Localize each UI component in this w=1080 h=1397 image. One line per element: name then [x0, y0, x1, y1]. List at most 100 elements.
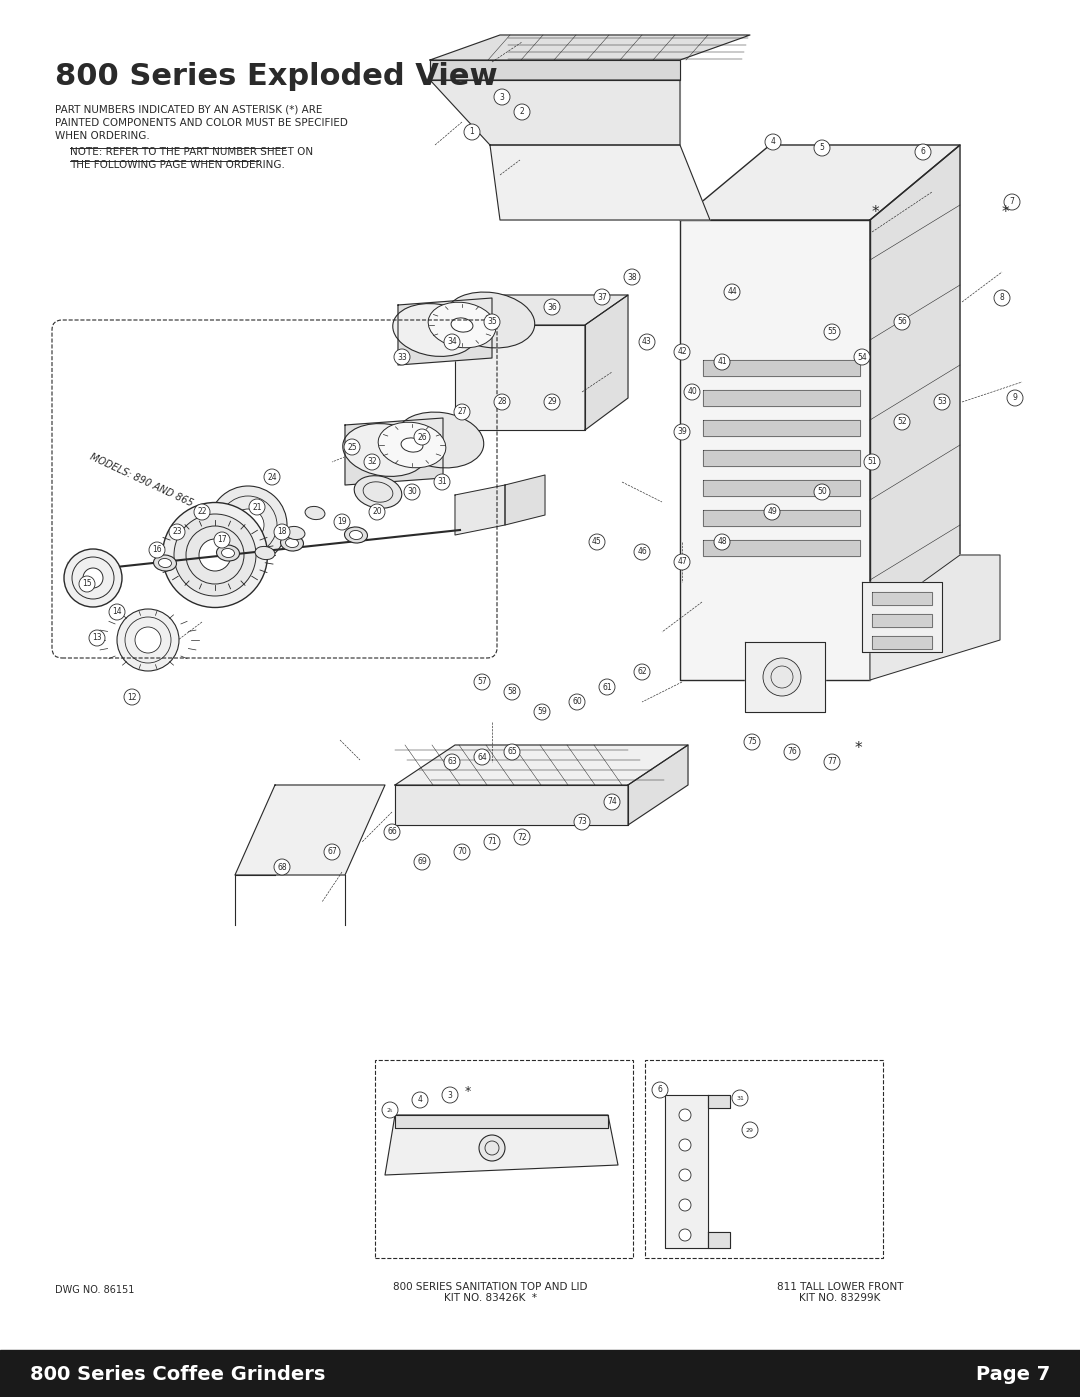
Circle shape	[89, 630, 105, 645]
Text: 4: 4	[418, 1095, 422, 1105]
Text: 74: 74	[607, 798, 617, 806]
Polygon shape	[395, 1115, 608, 1127]
Circle shape	[765, 134, 781, 149]
Text: 63: 63	[447, 757, 457, 767]
Ellipse shape	[216, 545, 240, 562]
Ellipse shape	[378, 422, 446, 468]
Ellipse shape	[393, 303, 477, 356]
Circle shape	[814, 140, 831, 156]
Circle shape	[442, 1087, 458, 1104]
Text: *: *	[464, 1085, 471, 1098]
Text: 38: 38	[627, 272, 637, 282]
Circle shape	[274, 524, 291, 541]
Polygon shape	[430, 35, 750, 60]
Polygon shape	[870, 145, 960, 680]
Circle shape	[274, 859, 291, 875]
Circle shape	[674, 344, 690, 360]
Circle shape	[194, 504, 210, 520]
Text: 61: 61	[603, 683, 611, 692]
Text: 48: 48	[717, 538, 727, 546]
Circle shape	[249, 499, 265, 515]
Text: PAINTED COMPONENTS AND COLOR MUST BE SPECIFIED: PAINTED COMPONENTS AND COLOR MUST BE SPE…	[55, 117, 348, 129]
Circle shape	[573, 814, 590, 830]
Text: 45: 45	[592, 538, 602, 546]
Text: 20: 20	[373, 507, 382, 517]
Polygon shape	[680, 145, 960, 219]
Text: 71: 71	[487, 837, 497, 847]
Ellipse shape	[199, 539, 231, 571]
Circle shape	[639, 334, 654, 351]
Text: 4: 4	[770, 137, 775, 147]
Ellipse shape	[210, 486, 287, 564]
Text: 14: 14	[112, 608, 122, 616]
Circle shape	[604, 793, 620, 810]
Circle shape	[124, 689, 140, 705]
Polygon shape	[505, 475, 545, 525]
Polygon shape	[708, 1095, 730, 1108]
Circle shape	[484, 834, 500, 849]
Text: 800 SERIES SANITATION TOP AND LID: 800 SERIES SANITATION TOP AND LID	[393, 1282, 588, 1292]
Text: 28: 28	[497, 398, 507, 407]
Circle shape	[894, 314, 910, 330]
Polygon shape	[395, 785, 627, 826]
Text: 29: 29	[548, 398, 557, 407]
Circle shape	[474, 749, 490, 766]
Text: 6: 6	[658, 1085, 662, 1094]
Text: 37: 37	[597, 292, 607, 302]
Text: 15: 15	[82, 580, 92, 588]
Text: 36: 36	[548, 303, 557, 312]
Polygon shape	[862, 583, 942, 652]
Text: 27: 27	[457, 408, 467, 416]
Ellipse shape	[345, 527, 367, 543]
Bar	[375, 1060, 633, 1259]
Polygon shape	[703, 360, 860, 376]
Text: 17: 17	[217, 535, 227, 545]
Text: NOTE: REFER TO THE PART NUMBER SHEET ON: NOTE: REFER TO THE PART NUMBER SHEET ON	[70, 147, 313, 156]
Circle shape	[824, 324, 840, 339]
Circle shape	[414, 854, 430, 870]
Text: KIT NO. 83299K: KIT NO. 83299K	[799, 1294, 880, 1303]
Circle shape	[594, 289, 610, 305]
Text: 67: 67	[327, 848, 337, 856]
Polygon shape	[703, 541, 860, 556]
Text: 70: 70	[457, 848, 467, 856]
Text: 25: 25	[347, 443, 356, 451]
Circle shape	[454, 404, 470, 420]
Text: 39: 39	[677, 427, 687, 436]
Polygon shape	[703, 450, 860, 467]
Text: 42: 42	[677, 348, 687, 356]
Text: 811 TALL LOWER FRONT: 811 TALL LOWER FRONT	[777, 1282, 903, 1292]
Text: 54: 54	[858, 352, 867, 362]
Text: 43: 43	[643, 338, 652, 346]
Circle shape	[414, 429, 430, 446]
Text: 31: 31	[737, 1095, 744, 1101]
Text: 49: 49	[767, 507, 777, 517]
Polygon shape	[703, 420, 860, 436]
Text: 8: 8	[1000, 293, 1004, 303]
Circle shape	[679, 1229, 691, 1241]
Text: *: *	[1001, 205, 1009, 221]
Text: 16: 16	[152, 545, 162, 555]
Circle shape	[494, 394, 510, 409]
Ellipse shape	[401, 437, 423, 453]
Text: 2: 2	[519, 108, 525, 116]
Text: 56: 56	[897, 317, 907, 327]
Ellipse shape	[117, 609, 179, 671]
Text: 33: 33	[397, 352, 407, 362]
Circle shape	[724, 284, 740, 300]
Ellipse shape	[285, 527, 305, 539]
Circle shape	[679, 1169, 691, 1180]
Ellipse shape	[162, 503, 268, 608]
Text: 26: 26	[417, 433, 427, 441]
Text: 76: 76	[787, 747, 797, 757]
Text: 34: 34	[447, 338, 457, 346]
Text: 2₅: 2₅	[387, 1108, 393, 1112]
Circle shape	[464, 124, 480, 140]
Polygon shape	[708, 1232, 730, 1248]
Ellipse shape	[135, 627, 161, 652]
Text: 77: 77	[827, 757, 837, 767]
Circle shape	[894, 414, 910, 430]
Text: 35: 35	[487, 317, 497, 327]
Polygon shape	[703, 510, 860, 527]
Text: 32: 32	[367, 457, 377, 467]
